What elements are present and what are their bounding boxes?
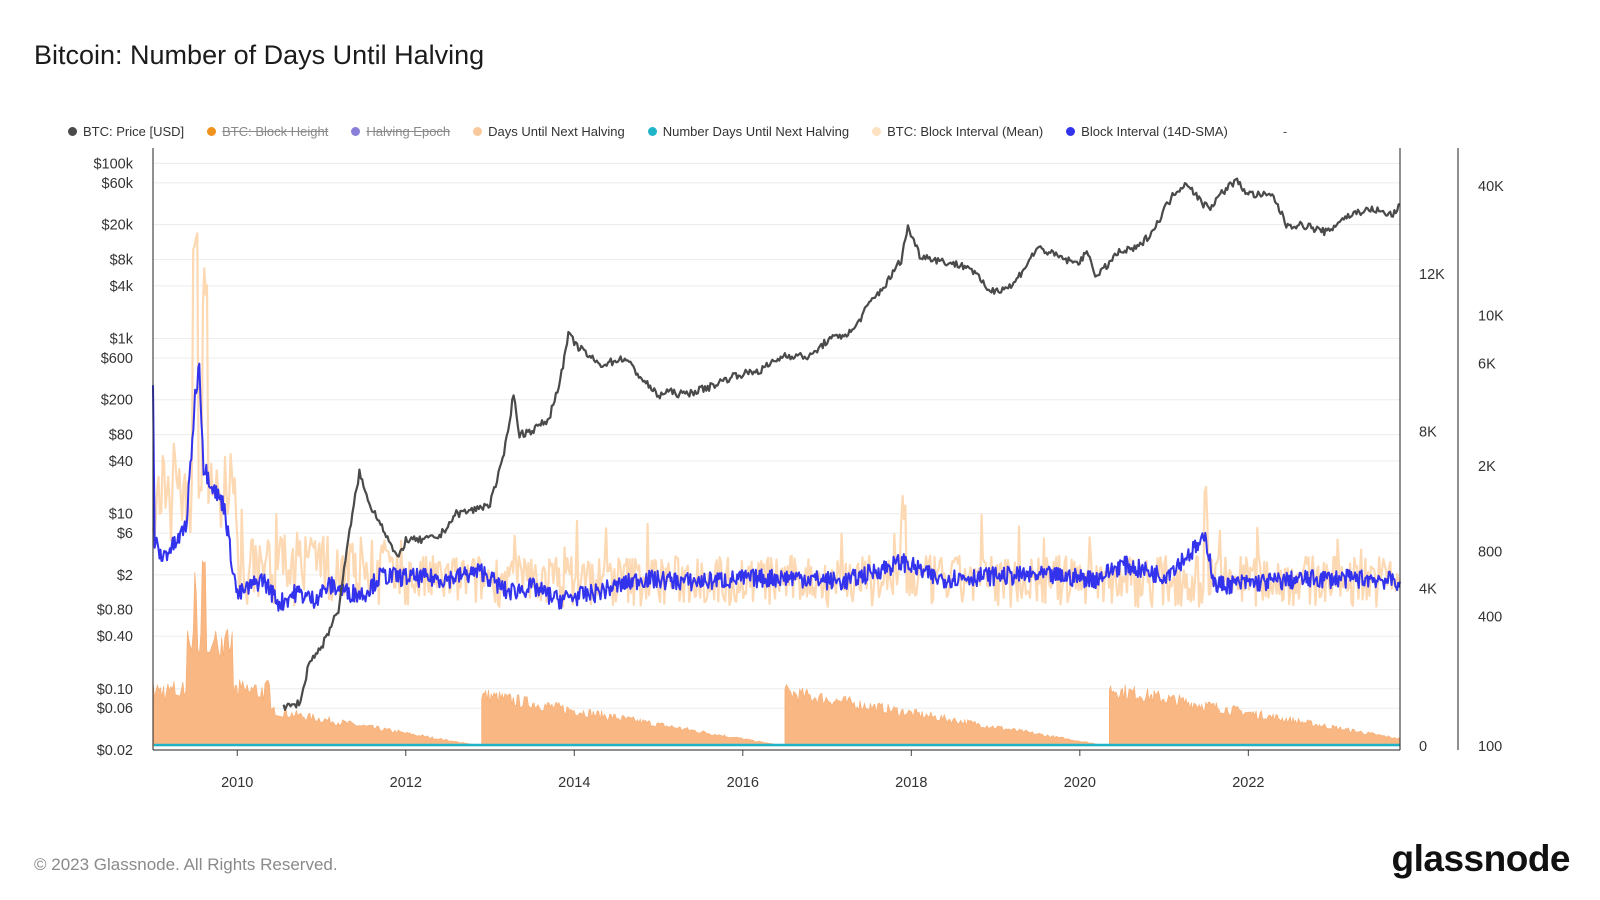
legend-dot (351, 127, 361, 136)
x-tick-label: 2020 (1064, 775, 1096, 791)
block-interval-mean-series (151, 232, 1402, 609)
y-left-tick-label: $100k (93, 156, 133, 172)
legend-dot (68, 127, 77, 136)
legend-label: Halving Epoch (366, 124, 451, 139)
legend-dot (207, 127, 217, 136)
legend-dot (1066, 127, 1076, 136)
days-until-halving-areas (152, 560, 1401, 747)
y-left-tick-label: $4k (110, 279, 134, 295)
y-left-tick-label: $80 (109, 428, 133, 444)
legend-item-block-height[interactable]: BTC: Block Height (207, 124, 328, 139)
y-right-days-tick-label: 8K (1419, 424, 1437, 440)
y-left-tick-label: $600 (101, 351, 133, 367)
price-series (282, 177, 1400, 711)
y-left-tick-label: $1k (110, 332, 134, 348)
x-tick-label: 2012 (390, 775, 422, 791)
legend-label: BTC: Price [USD] (83, 124, 185, 139)
days-until-halving-area (784, 683, 1110, 747)
days-until-halving-area (481, 689, 785, 747)
legend-dot (872, 127, 882, 136)
y-left-tick-label: $2 (117, 568, 133, 584)
legend-label: BTC: Block Interval (Mean) (887, 124, 1044, 139)
legend-dot (647, 127, 657, 136)
y-right-interval-tick-label: 400 (1478, 609, 1502, 625)
x-tick-label: 2010 (221, 775, 253, 791)
copyright: © 2023 Glassnode. All Rights Reserved. (34, 855, 338, 874)
tick-labels: $100k $60k $20k $8k $4k $1k $600 $200 $80 $40 $10 $… (93, 156, 1504, 791)
y-left-tick-label: $10 (109, 507, 133, 523)
x-tick-label: 2016 (727, 775, 759, 791)
x-tick-label: 2014 (558, 775, 590, 791)
legend-item-btc-price[interactable]: BTC: Price [USD] (68, 124, 184, 139)
y-left-tick-label: $200 (101, 393, 133, 409)
legend-item-block-interval-mean[interactable]: BTC: Block Interval (Mean) (872, 124, 1043, 139)
y-right-interval-tick-label: 40K (1478, 179, 1504, 195)
grid (153, 162, 1400, 751)
y-left-tick-label: $20k (102, 218, 134, 234)
y-right-days-tick-label: 0 (1419, 739, 1427, 755)
y-right-days-tick-label: 4K (1419, 582, 1437, 598)
y-right-interval-tick-label: 800 (1478, 545, 1502, 561)
y-left-tick-label: $0.06 (97, 701, 133, 717)
block-interval-sma-series (152, 362, 1401, 612)
axes (152, 148, 1459, 756)
y-left-tick-label: $0.40 (97, 629, 133, 645)
brand-logo[interactable]: glassnode (1391, 838, 1571, 879)
y-left-tick-label: $60k (102, 176, 134, 192)
legend-item-halving-epoch[interactable]: Halving Epoch (351, 124, 450, 139)
y-left-tick-label: $40 (109, 454, 133, 470)
days-until-halving-area (152, 560, 482, 747)
page-title: Bitcoin: Number of Days Until Halving (34, 40, 485, 70)
y-right-days-tick-label: 12K (1419, 267, 1445, 283)
x-tick-label: 2022 (1232, 775, 1264, 791)
y-right-interval-tick-label: 2K (1478, 459, 1496, 475)
legend-item-days-until-next-halving[interactable]: Days Until Next Halving (473, 124, 625, 139)
y-right-interval-tick-label: 6K (1478, 356, 1496, 372)
days-until-halving-area (1108, 684, 1401, 747)
legend: BTC: Price [USD] BTC: Block Height Halvi… (68, 124, 1287, 139)
legend-label: BTC: Block Height (222, 124, 329, 139)
y-left-tick-label: $0.02 (97, 743, 133, 759)
block-interval-mean-line (151, 232, 1402, 609)
legend-label: Block Interval (14D-SMA) (1081, 124, 1228, 139)
y-right-interval-tick-label: 100 (1478, 739, 1502, 755)
legend-item-number-days-until-next-halving[interactable]: Number Days Until Next Halving (647, 124, 850, 139)
y-left-tick-label: $0.80 (97, 603, 133, 619)
legend-dot (473, 127, 483, 136)
price-line (282, 177, 1400, 711)
y-left-tick-label: $6 (117, 526, 133, 542)
y-left-tick-label: $0.10 (97, 682, 133, 698)
legend-label: Days Until Next Halving (488, 124, 625, 139)
legend-item-block-interval-sma[interactable]: Block Interval (14D-SMA) (1066, 124, 1228, 139)
legend-label: Number Days Until Next Halving (662, 124, 850, 139)
block-interval-sma-line (152, 362, 1401, 612)
legend-extra[interactable]: - (1282, 124, 1288, 139)
x-tick-label: 2018 (895, 775, 927, 791)
y-left-tick-label: $8k (110, 252, 134, 268)
y-right-interval-tick-label: 10K (1478, 308, 1504, 324)
